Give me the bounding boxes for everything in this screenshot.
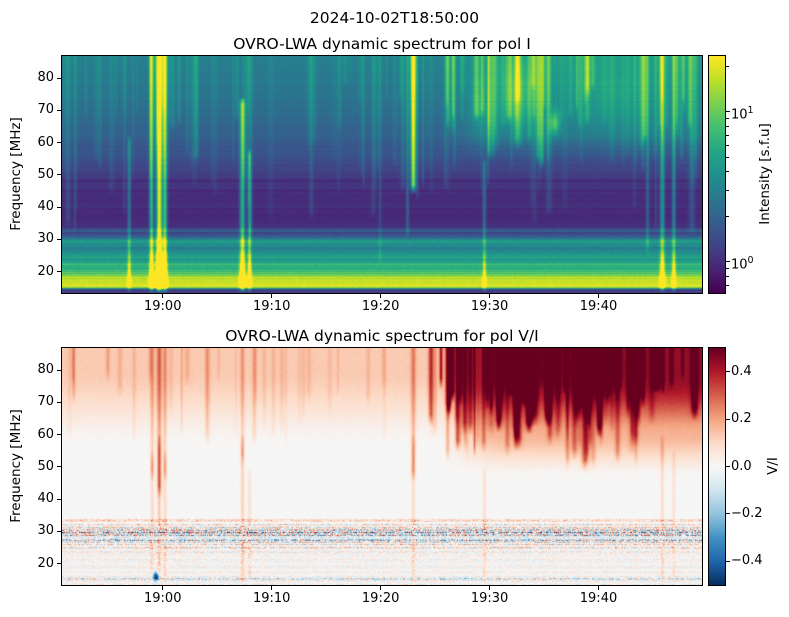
colorbar-tick-mark (726, 418, 730, 420)
x-tick-mark (271, 586, 273, 590)
y-tick-label: 30 (37, 523, 54, 539)
colorbar-minor-tick-mark (726, 171, 729, 173)
y-tick-label: 50 (37, 166, 54, 182)
y-tick-mark (57, 109, 61, 111)
panel2-colorbar-label: V/I (765, 457, 781, 475)
colorbar-tick-label: −0.2 (731, 505, 763, 521)
y-tick-label: 40 (37, 199, 54, 215)
y-tick-mark (57, 466, 61, 468)
y-tick-label: 60 (37, 426, 54, 442)
panel1-colorbar (709, 56, 725, 293)
panel1-title: OVRO-LWA dynamic spectrum for pol I (233, 35, 531, 53)
y-tick-mark (57, 142, 61, 144)
y-tick-label: 80 (37, 70, 54, 86)
panel1-colorbar-frame (708, 55, 726, 294)
panel2-colorbar (709, 348, 725, 585)
colorbar-tick-mark (726, 466, 730, 467)
colorbar-minor-tick-mark (726, 189, 729, 191)
x-tick-mark (162, 294, 164, 298)
x-tick-mark (489, 586, 491, 590)
y-tick-mark (57, 498, 61, 500)
panel1-plot-frame (61, 55, 703, 294)
y-tick-mark (57, 206, 61, 208)
x-tick-mark (380, 586, 382, 590)
y-tick-mark (57, 238, 61, 240)
colorbar-minor-tick-mark (726, 275, 729, 277)
y-tick-mark (57, 369, 61, 371)
y-tick-mark (57, 434, 61, 436)
panel1-spectrogram (62, 56, 702, 293)
y-tick-mark (57, 563, 61, 565)
y-tick-label: 20 (37, 263, 54, 279)
y-tick-label: 30 (37, 231, 54, 247)
panel2-title: OVRO-LWA dynamic spectrum for pol V/I (225, 327, 539, 345)
panel2-ylabel: Frequency [MHz] (8, 409, 24, 523)
colorbar-tick-mark (726, 371, 730, 373)
y-tick-mark (57, 77, 61, 79)
y-tick-label: 70 (37, 394, 54, 410)
x-tick-label: 19:30 (470, 591, 509, 606)
colorbar-tick-mark (726, 560, 730, 562)
y-tick-label: 20 (37, 555, 54, 571)
x-tick-mark (271, 294, 273, 298)
colorbar-minor-tick-mark (726, 144, 729, 146)
panel1-ylabel: Frequency [MHz] (8, 117, 24, 231)
y-tick-label: 40 (37, 491, 54, 507)
y-tick-label: 60 (37, 134, 54, 150)
colorbar-tick-mark (726, 513, 730, 515)
y-tick-mark (57, 401, 61, 403)
x-tick-label: 19:40 (579, 591, 618, 606)
colorbar-tick-label: 0.4 (731, 363, 752, 379)
panel2-plot-frame (61, 347, 703, 586)
x-tick-mark (380, 294, 382, 298)
colorbar-tick-mark (726, 261, 730, 263)
colorbar-minor-tick-mark (726, 284, 729, 286)
x-tick-label: 19:00 (144, 299, 182, 314)
x-tick-label: 19:40 (579, 299, 618, 314)
colorbar-tick-label: 100 (731, 254, 754, 273)
x-tick-label: 19:20 (361, 299, 400, 314)
x-tick-label: 19:10 (252, 591, 291, 606)
colorbar-minor-tick-mark (726, 134, 729, 136)
y-tick-mark (57, 271, 61, 273)
colorbar-tick-label: 0.0 (731, 458, 752, 474)
x-tick-label: 19:30 (470, 299, 509, 314)
colorbar-minor-tick-mark (726, 216, 729, 218)
colorbar-tick-label: 101 (731, 104, 754, 123)
y-tick-label: 80 (37, 362, 54, 378)
y-tick-mark (57, 174, 61, 176)
y-tick-mark (57, 530, 61, 532)
colorbar-tick-label: 0.2 (731, 411, 752, 427)
x-tick-mark (598, 586, 599, 590)
x-tick-label: 19:10 (252, 299, 291, 314)
panel2-colorbar-frame (708, 347, 726, 586)
colorbar-minor-tick-mark (726, 125, 729, 127)
panel1-colorbar-label: Intensity [s.f.u] (757, 123, 773, 225)
colorbar-minor-tick-mark (726, 66, 729, 68)
colorbar-minor-tick-mark (726, 268, 729, 270)
x-tick-mark (162, 586, 164, 590)
x-tick-label: 19:00 (144, 591, 182, 606)
colorbar-minor-tick-mark (726, 156, 729, 158)
colorbar-tick-mark (726, 111, 730, 113)
figure-suptitle: 2024-10-02T18:50:00 (309, 9, 480, 27)
y-tick-label: 50 (37, 458, 54, 474)
x-tick-mark (489, 294, 491, 298)
colorbar-minor-tick-mark (726, 118, 729, 120)
x-tick-mark (598, 294, 599, 298)
panel2-spectrogram (62, 348, 702, 585)
colorbar-tick-label: −0.4 (731, 553, 763, 569)
y-tick-label: 70 (37, 102, 54, 118)
x-tick-label: 19:20 (361, 591, 400, 606)
